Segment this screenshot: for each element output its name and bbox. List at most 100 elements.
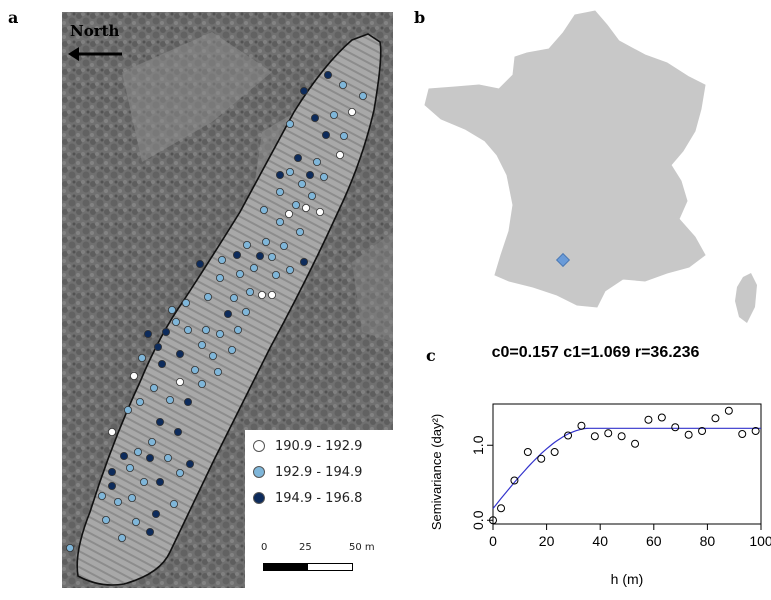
study-site-marker bbox=[555, 252, 571, 268]
y-tick-label: 0.0 bbox=[470, 510, 486, 530]
sample-point bbox=[102, 515, 111, 524]
sample-point bbox=[339, 132, 348, 141]
data-point bbox=[577, 421, 586, 430]
data-points bbox=[489, 406, 760, 525]
sample-point bbox=[156, 417, 165, 426]
sample-point bbox=[126, 463, 135, 472]
sample-point bbox=[190, 365, 199, 374]
sample-point bbox=[197, 379, 206, 388]
sample-point bbox=[223, 309, 232, 318]
sample-point bbox=[295, 227, 304, 236]
sample-point bbox=[358, 92, 367, 101]
sample-point bbox=[203, 292, 212, 301]
sample-point bbox=[323, 71, 332, 80]
data-point bbox=[510, 476, 519, 485]
x-tick-label: 20 bbox=[539, 533, 555, 549]
sample-point bbox=[321, 131, 330, 140]
data-point bbox=[537, 454, 546, 463]
corsica bbox=[735, 273, 757, 323]
sample-point bbox=[195, 259, 204, 268]
sample-point bbox=[144, 329, 153, 338]
legend-label-high: 194.9 - 196.8 bbox=[275, 490, 363, 506]
sample-point bbox=[208, 351, 217, 360]
aerial-map-canvas bbox=[62, 12, 393, 588]
panel-b-letter: b bbox=[414, 8, 426, 27]
chart-title: c0=0.157 c1=1.069 r=36.236 bbox=[491, 344, 700, 361]
y-tick-label: 1.0 bbox=[470, 435, 486, 455]
data-point bbox=[671, 423, 680, 432]
scale-tick-0: 0 bbox=[261, 542, 268, 553]
sample-point bbox=[275, 187, 284, 196]
legend-item-mid: 192.9 - 194.9 bbox=[253, 462, 362, 482]
sample-point bbox=[233, 325, 242, 334]
north-arrow-head bbox=[68, 47, 79, 61]
sample-point bbox=[297, 179, 306, 188]
panel-c-letter: c bbox=[426, 346, 436, 365]
panel-a-letter: a bbox=[8, 8, 19, 27]
legend-swatch-mid bbox=[253, 466, 265, 478]
scale-bar-ticks: 0 25 50 m bbox=[261, 542, 391, 556]
sample-point bbox=[164, 453, 173, 462]
sample-point bbox=[197, 340, 206, 349]
sample-point bbox=[241, 307, 250, 316]
data-point bbox=[657, 413, 666, 422]
model-curve-group bbox=[492, 427, 761, 509]
x-tick-label: 60 bbox=[646, 533, 662, 549]
model-curve bbox=[492, 427, 761, 509]
data-point bbox=[631, 439, 640, 448]
sample-point bbox=[271, 270, 280, 279]
sample-point bbox=[319, 172, 328, 181]
sample-point bbox=[138, 353, 147, 362]
sample-point bbox=[305, 170, 314, 179]
sample-point bbox=[186, 459, 195, 468]
sample-point bbox=[176, 377, 185, 386]
legend-item-high: 194.9 - 196.8 bbox=[253, 488, 362, 508]
legend: 190.9 - 192.9 192.9 - 194.9 194.9 - 196.… bbox=[245, 430, 393, 588]
sample-point bbox=[108, 427, 117, 436]
sample-point bbox=[299, 257, 308, 266]
legend-swatch-low bbox=[253, 440, 265, 452]
north-label: North bbox=[70, 22, 120, 40]
data-point bbox=[617, 432, 626, 441]
sample-point bbox=[267, 290, 276, 299]
sample-point bbox=[315, 207, 324, 216]
sample-point bbox=[114, 497, 123, 506]
sample-point bbox=[257, 290, 266, 299]
plot-boundary bbox=[76, 33, 382, 586]
sample-point bbox=[124, 405, 133, 414]
sample-point bbox=[118, 534, 127, 543]
data-point bbox=[644, 415, 653, 424]
sample-point bbox=[168, 305, 177, 314]
sample-point bbox=[293, 153, 302, 162]
sample-point bbox=[285, 167, 294, 176]
sample-point bbox=[217, 255, 226, 264]
sample-point bbox=[259, 205, 268, 214]
sample-point bbox=[158, 359, 167, 368]
data-point bbox=[724, 406, 733, 415]
sample-point bbox=[213, 367, 222, 376]
sample-point bbox=[335, 150, 344, 159]
sample-point bbox=[128, 493, 137, 502]
sample-point bbox=[312, 157, 321, 166]
sample-point bbox=[152, 509, 161, 518]
sample-point bbox=[299, 87, 308, 96]
sample-point bbox=[162, 327, 171, 336]
sample-point bbox=[329, 111, 338, 120]
sample-point bbox=[174, 427, 183, 436]
sample-point bbox=[132, 517, 141, 526]
sample-point bbox=[338, 81, 347, 90]
legend-label-low: 190.9 - 192.9 bbox=[275, 438, 363, 454]
sample-point bbox=[156, 477, 165, 486]
data-point bbox=[604, 429, 613, 438]
sample-point bbox=[140, 477, 149, 486]
sample-point bbox=[66, 544, 74, 553]
plot-frame bbox=[492, 403, 762, 525]
sample-point bbox=[310, 114, 319, 123]
sample-point bbox=[285, 120, 294, 129]
data-point bbox=[564, 431, 573, 440]
sample-point bbox=[146, 453, 155, 462]
sample-point bbox=[172, 317, 181, 326]
sample-point bbox=[275, 170, 284, 179]
sample-point bbox=[261, 237, 270, 246]
x-tick-label: 80 bbox=[700, 533, 716, 549]
